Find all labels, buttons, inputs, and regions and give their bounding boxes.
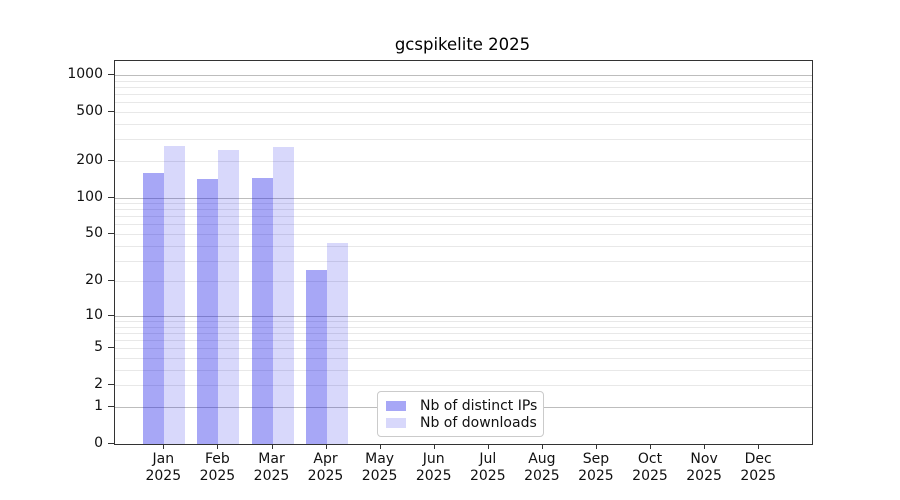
- gridline-minor-8: [115, 326, 812, 328]
- y-tick-label-0: 0: [94, 435, 103, 451]
- x-tick-label-nov: Nov 2025: [686, 451, 722, 484]
- y-tick-label-5: 5: [94, 339, 103, 356]
- legend-swatch-distinct-ips: [386, 400, 406, 411]
- gridline-minor-2: [115, 385, 812, 387]
- gridline-minor-20: [115, 281, 812, 283]
- x-tick-label-feb: Feb 2025: [199, 451, 236, 484]
- x-tick-apr: [325, 444, 327, 449]
- x-tick-label-apr: Apr 2025: [307, 451, 344, 484]
- gridline-minor-300: [115, 139, 812, 141]
- x-tick-may: [379, 444, 381, 449]
- y-tick-label-1: 1: [94, 398, 103, 414]
- gridline-minor-400: [115, 123, 812, 125]
- y-tick-500: [108, 111, 114, 112]
- y-tick-10: [108, 314, 114, 316]
- legend-label-distinct-ips: Nb of distinct IPs: [420, 397, 538, 414]
- gridline-minor-70: [115, 216, 812, 218]
- x-tick-label-may: May 2025: [361, 451, 398, 484]
- x-tick-label-aug: Aug 2025: [524, 451, 560, 484]
- x-tick-feb: [217, 444, 219, 449]
- gridline-major-10: [115, 315, 812, 317]
- gridline-minor-80: [115, 209, 812, 211]
- gridline-minor-700: [115, 94, 812, 95]
- legend-label-downloads: Nb of downloads: [420, 414, 537, 431]
- gridline-minor-600: [115, 102, 812, 104]
- y-tick-50: [108, 233, 114, 234]
- x-tick-label-sep: Sep 2025: [578, 451, 614, 484]
- y-tick-label-20: 20: [85, 272, 103, 289]
- gridline-major-1000: [115, 75, 812, 76]
- y-tick-200: [108, 159, 114, 161]
- x-tick-oct: [650, 444, 651, 449]
- y-tick-20: [108, 280, 114, 282]
- legend-swatch-downloads: [386, 417, 406, 428]
- legend: Nb of distinct IPs Nb of downloads: [377, 391, 544, 437]
- x-tick-label-jan: Jan 2025: [145, 451, 182, 484]
- gridline-minor-900: [115, 80, 812, 82]
- gridline-minor-9: [115, 321, 812, 322]
- bar-jan-downloads: [164, 145, 186, 444]
- x-tick-label-jun: Jun 2025: [415, 451, 452, 484]
- x-tick-jul: [487, 444, 489, 449]
- y-tick-label-1000: 1000: [67, 66, 103, 82]
- legend-item-downloads: Nb of downloads: [386, 414, 537, 431]
- chart-title: gcspikelite 2025: [394, 35, 531, 54]
- y-tick-label-50: 50: [85, 225, 103, 241]
- y-tick-label-2: 2: [94, 376, 103, 393]
- gridline-minor-4: [115, 358, 812, 359]
- y-tick-label-500: 500: [76, 103, 103, 119]
- y-tick-label-100: 100: [76, 188, 103, 205]
- x-tick-aug: [541, 444, 543, 449]
- gridline-minor-3: [115, 370, 812, 371]
- gridline-minor-200: [115, 160, 812, 162]
- gridline-minor-7: [115, 332, 812, 334]
- x-tick-nov: [704, 444, 706, 449]
- gridline-minor-500: [115, 112, 812, 113]
- y-tick-0: [108, 443, 114, 444]
- bar-apr-downloads: [326, 243, 348, 444]
- y-tick-2: [108, 384, 114, 386]
- y-tick-100: [108, 196, 114, 198]
- bar-jan-distinct-ips: [143, 172, 165, 444]
- gridline-minor-800: [115, 86, 812, 88]
- x-tick-jun: [433, 444, 435, 449]
- x-tick-label-mar: Mar 2025: [253, 451, 290, 484]
- gridline-major-100: [115, 197, 812, 199]
- x-tick-sep: [595, 444, 597, 449]
- gridline-minor-60: [115, 224, 812, 226]
- y-tick-1: [108, 406, 114, 407]
- y-tick-label-200: 200: [76, 151, 103, 168]
- x-tick-mar: [271, 444, 273, 449]
- gridline-minor-40: [115, 245, 812, 247]
- bar-feb-distinct-ips: [197, 179, 219, 444]
- gridline-minor-30: [115, 260, 812, 262]
- bar-mar-downloads: [272, 147, 294, 444]
- y-tick-1000: [108, 74, 114, 75]
- legend-item-distinct-ips: Nb of distinct IPs: [386, 397, 538, 414]
- bar-feb-downloads: [218, 149, 240, 444]
- y-tick-5: [108, 347, 114, 349]
- gridline-minor-5: [115, 348, 812, 350]
- gridline-minor-90: [115, 203, 812, 205]
- bar-mar-distinct-ips: [251, 178, 273, 444]
- gridline-minor-50: [115, 234, 812, 235]
- x-tick-label-jul: Jul 2025: [469, 451, 506, 484]
- plot-area: [114, 60, 813, 445]
- x-tick-dec: [758, 444, 760, 449]
- x-tick-jan: [163, 444, 165, 449]
- y-tick-label-10: 10: [85, 306, 103, 323]
- gridline-minor-6: [115, 340, 812, 342]
- x-tick-label-dec: Dec 2025: [740, 451, 776, 484]
- bars-layer: [115, 61, 812, 444]
- bar-apr-distinct-ips: [305, 270, 327, 444]
- x-tick-label-oct: Oct 2025: [632, 451, 668, 484]
- gridlines-layer: [115, 61, 812, 444]
